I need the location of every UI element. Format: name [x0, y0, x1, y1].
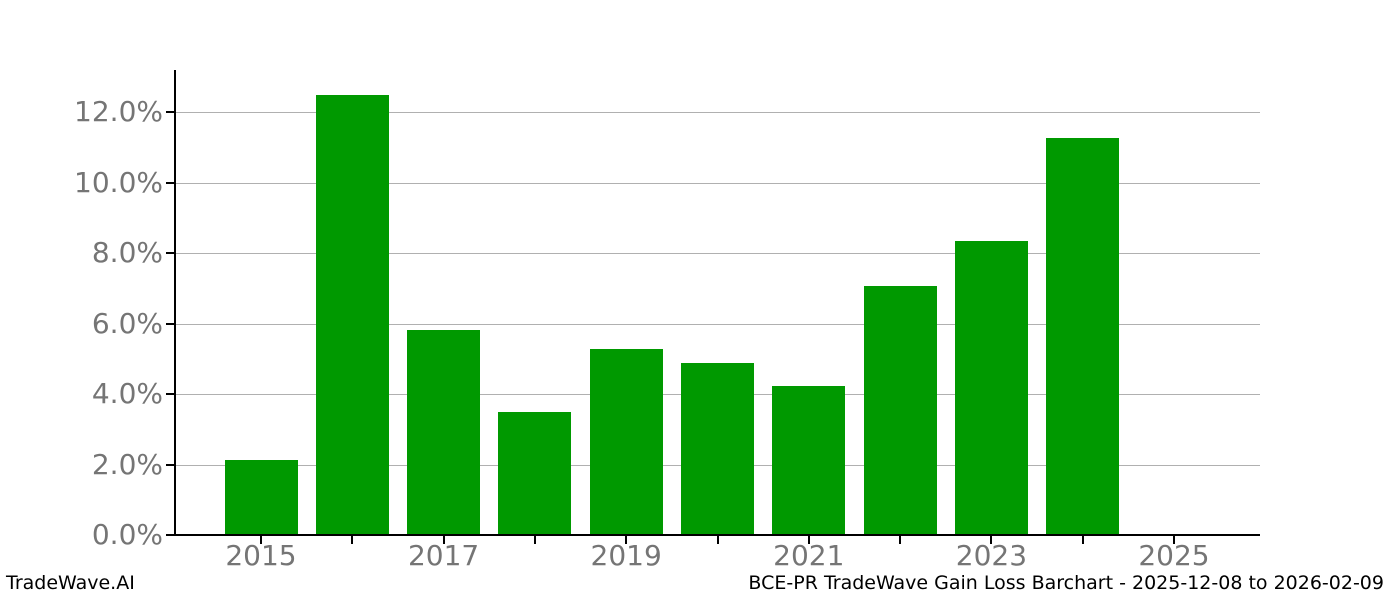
x-tick-mark	[1173, 536, 1175, 544]
gridline	[176, 253, 1260, 255]
gridline	[176, 182, 1260, 184]
x-tick-mark	[351, 536, 354, 544]
x-tick-mark	[899, 536, 902, 544]
y-tick-mark	[166, 322, 174, 325]
x-tick-mark	[260, 536, 262, 544]
x-tick-label: 2015	[225, 539, 297, 572]
x-tick-mark	[807, 536, 810, 544]
bar-2019	[589, 349, 663, 535]
bar-2018	[498, 411, 572, 535]
x-tick-mark	[716, 536, 719, 544]
x-tick-mark	[1081, 536, 1084, 544]
y-tick-label: 8.0%	[91, 236, 163, 270]
x-tick-mark	[442, 536, 445, 544]
y-axis-spine	[174, 70, 176, 536]
y-tick-mark	[166, 534, 174, 536]
plot-area	[175, 70, 1260, 535]
x-tick-mark	[990, 536, 993, 544]
y-tick-mark	[166, 181, 174, 184]
y-tick-label: 12.0%	[74, 95, 163, 129]
bar-2023	[954, 240, 1028, 535]
bar-2017	[407, 329, 481, 535]
bar-2016	[315, 94, 389, 535]
y-tick-mark	[166, 111, 174, 114]
bar-2024	[1046, 137, 1120, 535]
y-tick-label: 4.0%	[91, 377, 163, 411]
x-tick-mark	[533, 536, 536, 544]
bar-2015	[224, 460, 298, 535]
bar-2022	[863, 285, 937, 535]
chart-caption: BCE-PR TradeWave Gain Loss Barchart - 20…	[748, 572, 1384, 594]
y-tick-mark	[166, 463, 174, 466]
x-tick-label: 2023	[955, 539, 1028, 572]
x-tick-mark	[625, 536, 628, 544]
y-tick-label: 6.0%	[91, 306, 163, 340]
y-tick-mark	[166, 252, 174, 255]
y-tick-mark	[166, 393, 174, 396]
x-tick-label: 2019	[590, 539, 662, 572]
x-tick-label: 2021	[773, 539, 845, 572]
bar-2020	[681, 363, 754, 535]
y-tick-label: 0.0%	[91, 518, 163, 551]
y-tick-label: 10.0%	[74, 165, 163, 199]
x-axis-spine	[174, 534, 1260, 536]
gridline	[176, 112, 1260, 114]
bar-2021	[772, 385, 846, 535]
gridline	[176, 323, 1260, 325]
brand-watermark: TradeWave.AI	[6, 572, 135, 594]
x-tick-label: 2017	[407, 539, 480, 572]
x-tick-label: 2025	[1138, 539, 1210, 572]
y-tick-label: 2.0%	[91, 447, 163, 481]
